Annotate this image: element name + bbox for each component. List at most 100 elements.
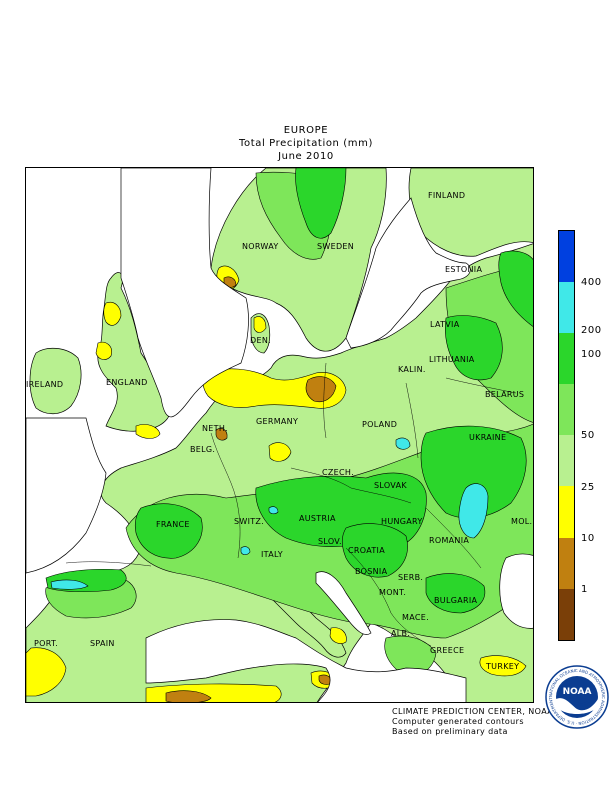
border-germany-poland	[323, 362, 327, 439]
label-latvia: LATVIA	[430, 320, 460, 329]
legend-bin-1	[559, 282, 574, 333]
sea-layer	[26, 168, 533, 702]
legend-bin-4	[559, 435, 574, 486]
label-belarus: BELARUS	[485, 390, 525, 399]
sea-adriatic	[315, 571, 372, 635]
border-france-germany	[210, 432, 241, 559]
legend-bin-2	[559, 333, 574, 384]
zone-g-ukraine	[420, 425, 527, 519]
legend-bin-0	[559, 231, 574, 282]
zone-b-benelux	[215, 428, 228, 441]
label-alb: ALB.	[391, 629, 411, 638]
sea-mediterranean	[145, 619, 467, 702]
border-belarus	[445, 377, 517, 394]
zone-c-slovakia	[395, 437, 411, 450]
legend-tick-100: 100	[581, 349, 602, 360]
label-switz: SWITZ.	[234, 517, 265, 526]
label-czech: CZECH.	[322, 468, 354, 477]
credits: CLIMATE PREDICTION CENTER, NOAA Computer…	[392, 707, 553, 737]
zone-b-africa	[165, 690, 212, 702]
legend-tick-10: 10	[581, 533, 595, 544]
label-mace: MACE.	[402, 613, 429, 622]
label-kalin: KALIN.	[398, 365, 426, 374]
label-poland: POLAND	[362, 420, 398, 429]
label-port: PORT.	[34, 639, 59, 648]
label-england: ENGLAND	[106, 378, 148, 387]
legend-tick-200: 200	[581, 325, 602, 336]
legend-bin-6	[559, 538, 574, 589]
border-balkans	[345, 547, 432, 647]
zone-y-iberia-south	[26, 647, 67, 697]
map-canvas	[26, 168, 533, 702]
label-bulgaria: BULGARIA	[434, 596, 478, 605]
border-romania	[425, 507, 482, 569]
zone-g-balkans	[341, 523, 408, 578]
sea-north	[120, 168, 249, 418]
credit-line-2: Computer generated contours	[392, 717, 524, 726]
cyan-layer	[50, 437, 489, 590]
sea-atlantic-west	[26, 417, 107, 574]
color-legend	[558, 230, 575, 641]
legend-tick-25: 25	[581, 482, 595, 493]
map-title-region: EUROPE	[283, 125, 329, 136]
legend-bin-3	[559, 384, 574, 435]
zone-y-england-south	[135, 424, 161, 439]
label-bosnia: BOSNIA	[355, 567, 388, 576]
sea-black	[499, 553, 533, 629]
legend-tick-400: 400	[581, 277, 602, 288]
border-layer	[65, 362, 517, 647]
green-layer	[45, 168, 533, 614]
label-croatia: CROATIA	[348, 546, 385, 555]
zone-c-ukraine	[458, 483, 489, 539]
label-neth: NETH.	[202, 424, 228, 433]
noaa-logo-icon: NOAA NATIONAL OCEANIC AND ATMOSPHERIC AD…	[543, 661, 609, 729]
precipitation-map: FINLAND NORWAY SWEDEN ESTONIA LATVIA DEN…	[25, 167, 534, 703]
label-slov: SLOV.	[318, 537, 342, 546]
zone-y-britain-north	[95, 341, 112, 360]
border-austria-hungary	[290, 467, 412, 504]
label-finland: FINLAND	[428, 191, 466, 200]
zone-y-denmark	[253, 316, 267, 333]
zone-g-sweden	[295, 168, 347, 239]
label-lithuania: LITHUANIA	[429, 355, 475, 364]
border-poland-ukraine	[405, 382, 419, 459]
zone-c-italy	[240, 546, 251, 555]
label-germany: GERMANY	[256, 417, 299, 426]
zone-y-italy-heel	[329, 627, 347, 644]
label-hungary: HUNGARY	[381, 517, 423, 526]
zone-c-switz	[268, 506, 279, 515]
brown-layer	[165, 276, 337, 702]
noaa-logo: NOAA NATIONAL OCEANIC AND ATMOSPHERIC AD…	[543, 661, 609, 729]
legend-tick-50: 50	[581, 430, 595, 441]
land-ireland	[29, 347, 82, 415]
map-title-variable: Total Precipitation (mm)	[239, 138, 373, 149]
label-ireland: IRELAND	[26, 380, 64, 389]
credit-line-3: Based on preliminary data	[392, 727, 508, 736]
label-austria: AUSTRIA	[299, 514, 336, 523]
noaa-logo-text: NOAA	[563, 687, 592, 697]
label-denmark: DEN.	[250, 336, 271, 345]
label-ukraine: UKRAINE	[469, 433, 507, 442]
map-title-period: June 2010	[278, 151, 334, 162]
legend-bin-7	[559, 589, 574, 640]
zone-y-germany-south	[268, 442, 292, 462]
label-mont: MONT.	[379, 588, 407, 597]
label-spain: SPAIN	[90, 639, 115, 648]
zone-g-france	[134, 503, 203, 559]
label-italy: ITALY	[261, 550, 283, 559]
zone-b-germany-east	[305, 376, 337, 403]
zone-g-baltics	[444, 315, 503, 381]
label-belg: BELG.	[190, 445, 216, 454]
credit-line-1: CLIMATE PREDICTION CENTER, NOAA	[392, 707, 554, 716]
label-sweden: SWEDEN	[317, 242, 355, 251]
label-turkey: TURKEY	[486, 662, 520, 671]
legend-bin-5	[559, 486, 574, 538]
sea-baltic	[345, 197, 471, 349]
label-estonia: ESTONIA	[445, 265, 483, 274]
map-titles: EUROPE Total Precipitation (mm) June 201…	[0, 124, 612, 163]
label-greece: GREECE	[430, 646, 465, 655]
label-mol: MOL.	[511, 517, 533, 526]
zone-g-bulgaria	[425, 573, 486, 614]
label-serb: SERB.	[398, 573, 424, 582]
zone-y-turkey	[479, 655, 527, 677]
